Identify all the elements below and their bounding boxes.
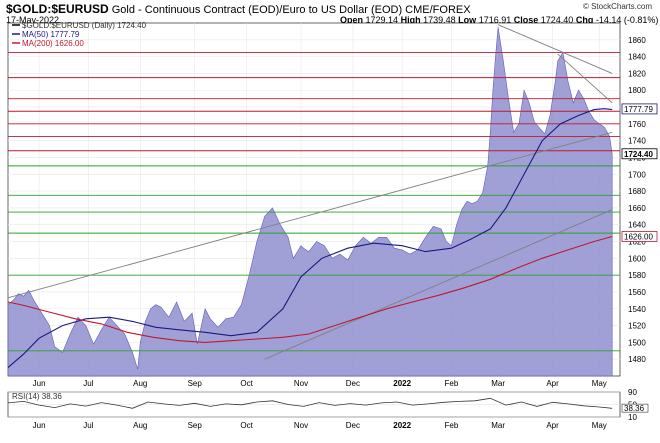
price-ytick-label: 1600 xyxy=(628,254,646,263)
chart-description: Gold - Continuous Contract (EOD)/Euro to… xyxy=(111,4,471,16)
chart-symbol: $GOLD:$EURUSD xyxy=(6,2,109,16)
legend-label: $GOLD:$EURUSD (Daily) 1724.40 xyxy=(22,21,147,30)
price-ytick-label: 1540 xyxy=(628,305,646,314)
rsi-panel[interactable]: 105090RSI(14) 38.3638.36JunJulAugSepOctN… xyxy=(7,388,649,430)
price-ytick-label: 1480 xyxy=(628,355,646,364)
rsi-xtick-label: Apr xyxy=(546,421,559,430)
trendline xyxy=(7,131,613,299)
open-label: Open xyxy=(340,15,364,25)
chart-header: $GOLD:$EURUSD Gold - Continuous Contract… xyxy=(6,2,471,16)
price-ytick-label: 1580 xyxy=(628,271,646,280)
trendline xyxy=(264,209,613,360)
price-xtick-label: Oct xyxy=(240,379,253,388)
rsi-xtick-label: Dec xyxy=(346,421,360,430)
price-ytick-label: 1800 xyxy=(628,86,646,95)
price-ytick-label: 1560 xyxy=(628,288,646,297)
price-xtick-label: Jun xyxy=(33,379,46,388)
rsi-legend-label: RSI(14) 38.36 xyxy=(12,392,62,401)
price-xtick-label: Feb xyxy=(445,379,459,388)
chart-date: 17-May-2022 xyxy=(6,15,60,25)
price-ytick-label: 1860 xyxy=(628,36,646,45)
rsi-xtick-label: May xyxy=(592,421,607,430)
trendline xyxy=(497,24,613,74)
rsi-axis-tag-label: 38.36 xyxy=(624,404,645,413)
close-label: Close xyxy=(513,15,539,25)
rsi-line xyxy=(7,397,613,409)
rsi-xtick-label: Jul xyxy=(83,421,93,430)
chg-value: -14.14 (-0.81%) xyxy=(595,15,659,25)
price-ytick-label: 1620 xyxy=(628,238,646,247)
ma50-line xyxy=(7,108,613,369)
price-ytick-label: 1740 xyxy=(628,137,646,146)
price-ytick-label: 1680 xyxy=(628,187,646,196)
legend-label: MA(50) 1777.79 xyxy=(22,30,80,39)
legend-label: MA(200) 1626.00 xyxy=(22,39,84,48)
price-xtick-label: Aug xyxy=(133,379,147,388)
price-axis-tag xyxy=(621,231,658,242)
price-axis-tag-label: 1626.00 xyxy=(624,232,653,241)
price-ytick-label: 1640 xyxy=(628,221,646,230)
price-xtick-label: Dec xyxy=(346,379,360,388)
price-xtick-label: Jul xyxy=(83,379,93,388)
price-ytick-label: 1520 xyxy=(628,322,646,331)
price-xtick-label: 2022 xyxy=(393,379,411,388)
low-value: 1716.91 xyxy=(478,15,512,25)
ma200-line xyxy=(7,235,613,343)
rsi-xtick-label: Jun xyxy=(33,421,46,430)
rsi-ytick-label: 90 xyxy=(628,388,637,397)
price-axis-tag-label: 1724.40 xyxy=(624,150,653,159)
price-ytick-label: 1660 xyxy=(628,204,646,213)
chg-label: Chg xyxy=(575,15,594,25)
price-xtick-label: Mar xyxy=(491,379,505,388)
rsi-xtick-label: Oct xyxy=(240,421,253,430)
rsi-xtick-label: Sep xyxy=(188,421,203,430)
price-xtick-label: Sep xyxy=(188,379,203,388)
open-value: 1729.14 xyxy=(365,15,399,25)
close-value: 1724.40 xyxy=(540,15,574,25)
trendline xyxy=(557,53,613,104)
rsi-xtick-label: Nov xyxy=(294,421,308,430)
price-ytick-label: 1820 xyxy=(628,69,646,78)
price-axis-tag xyxy=(621,103,658,115)
price-xtick-label: Apr xyxy=(546,379,559,388)
high-label: High xyxy=(400,15,421,25)
price-ytick-label: 1840 xyxy=(628,53,646,62)
price-ytick-label: 1760 xyxy=(628,120,646,129)
high-value: 1739.48 xyxy=(423,15,456,25)
price-xtick-label: Nov xyxy=(294,379,308,388)
low-label: Low xyxy=(458,15,477,25)
price-axis-tag xyxy=(621,148,658,160)
rsi-xtick-label: Aug xyxy=(133,421,147,430)
rsi-xtick-label: Feb xyxy=(445,421,459,430)
rsi-xtick-label: 2022 xyxy=(393,421,411,430)
rsi-ytick-label: 10 xyxy=(628,413,637,422)
price-ytick-label: 1700 xyxy=(628,170,646,179)
rsi-xtick-label: Mar xyxy=(491,421,505,430)
rsi-axis-tag xyxy=(621,403,649,413)
price-axis-tag-label: 1777.79 xyxy=(624,105,653,114)
price-panel[interactable]: 1480 1500 1520 1540 1560 1580 1600 1620 1640 1660… xyxy=(7,21,658,388)
ohlc-readout: Open 1729.14 High 1739.48 Low 1716.91 Cl… xyxy=(340,15,658,25)
stockcharts-brand: © StockCharts.com xyxy=(582,2,652,11)
price-ytick-label: 1500 xyxy=(628,338,646,347)
price-xtick-label: May xyxy=(592,379,607,388)
